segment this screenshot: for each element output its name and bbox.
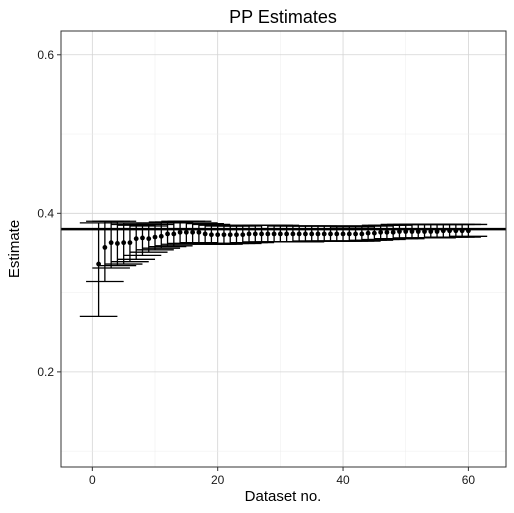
estimate-point: [296, 231, 302, 237]
estimate-point: [277, 231, 283, 237]
estimate-point: [177, 229, 183, 235]
estimate-with-errorbar: [117, 224, 156, 260]
estimate-point: [215, 232, 221, 238]
estimate-point: [234, 232, 239, 238]
estimate-point: [221, 232, 227, 238]
estimate-with-errorbar: [98, 220, 137, 267]
estimate-point: [334, 231, 340, 237]
estimate-point: [390, 229, 396, 235]
y-tick-label: 0.2: [37, 365, 54, 379]
data-points: [79, 220, 488, 318]
grid-lines: [61, 31, 506, 467]
y-axis-title: Estimate: [6, 220, 23, 278]
estimate-point: [378, 229, 384, 235]
estimate-with-errorbar: [180, 222, 218, 244]
estimate-point: [183, 229, 189, 235]
estimate-point: [240, 232, 246, 238]
estimate-point: [171, 231, 177, 237]
estimate-point: [303, 231, 308, 237]
estimate-point: [321, 231, 327, 237]
y-tick-label: 0.4: [37, 206, 54, 220]
estimate-point: [202, 231, 208, 237]
chart-title: PP Estimates: [229, 7, 337, 27]
plot-panel-border: [60, 30, 507, 468]
estimate-point: [346, 231, 352, 237]
estimate-point: [259, 231, 264, 237]
estimate-point: [309, 231, 315, 237]
estimate-point: [252, 231, 258, 237]
estimate-point: [127, 240, 133, 246]
x-axis-ticks: 0 20 40 60: [89, 467, 475, 487]
x-tick-label: 0: [89, 473, 96, 487]
estimate-point: [165, 231, 170, 237]
estimate-point: [265, 231, 271, 237]
estimate-point: [102, 245, 108, 250]
estimate-point: [284, 231, 290, 237]
x-tick-label: 40: [336, 473, 350, 487]
estimate-point: [190, 229, 196, 235]
y-axis-ticks: 0.2 0.4 0.6: [37, 48, 61, 379]
estimate-point: [133, 236, 139, 242]
estimate-point: [328, 231, 333, 237]
estimate-point: [290, 231, 296, 237]
estimate-point: [384, 229, 390, 235]
estimate-point: [152, 234, 158, 240]
estimate-point: [158, 233, 164, 239]
estimate-point: [146, 236, 152, 242]
estimate-point: [196, 229, 202, 235]
estimate-point: [108, 240, 114, 246]
y-tick-label: 0.6: [37, 48, 54, 62]
estimate-point: [315, 231, 321, 237]
estimate-point: [353, 231, 358, 237]
estimate-point: [140, 235, 145, 241]
estimate-point: [246, 231, 252, 237]
estimate-point: [271, 231, 277, 237]
estimate-point: [115, 241, 120, 246]
estimate-point: [227, 232, 233, 238]
x-axis-title: Dataset no.: [245, 488, 322, 505]
estimate-point: [209, 232, 214, 238]
estimate-point: [121, 240, 127, 246]
estimate-point: [340, 231, 346, 237]
estimate-point: [365, 230, 371, 236]
x-tick-label: 20: [211, 473, 225, 487]
estimate-point: [359, 231, 365, 237]
estimate-point: [371, 230, 377, 236]
x-tick-label: 60: [462, 473, 476, 487]
